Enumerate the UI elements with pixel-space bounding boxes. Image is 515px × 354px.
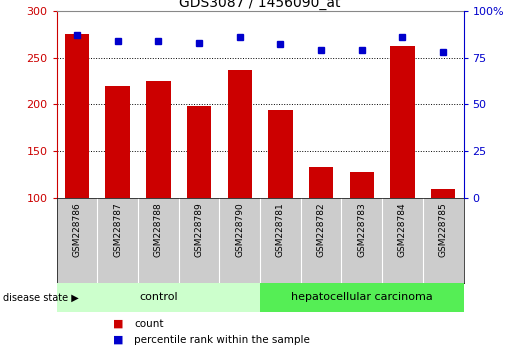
Bar <box>228 70 252 198</box>
Text: hepatocellular carcinoma: hepatocellular carcinoma <box>291 292 433 302</box>
Text: percentile rank within the sample: percentile rank within the sample <box>134 335 310 345</box>
Text: control: control <box>139 292 178 302</box>
Text: GSM228781: GSM228781 <box>276 202 285 257</box>
Text: ■: ■ <box>113 319 124 329</box>
Text: GSM228789: GSM228789 <box>195 202 203 257</box>
Text: count: count <box>134 319 163 329</box>
Text: GSM228787: GSM228787 <box>113 202 122 257</box>
Text: GSM228783: GSM228783 <box>357 202 366 257</box>
Bar <box>390 46 415 198</box>
Bar <box>309 167 333 198</box>
Title: GDS3087 / 1456090_at: GDS3087 / 1456090_at <box>179 0 341 10</box>
Bar <box>146 81 170 198</box>
Text: ■: ■ <box>113 335 124 345</box>
Bar <box>65 34 89 198</box>
Bar <box>260 283 464 312</box>
Bar <box>106 86 130 198</box>
Bar <box>431 189 455 198</box>
Text: GSM228784: GSM228784 <box>398 202 407 257</box>
Bar <box>187 106 211 198</box>
Bar <box>57 283 260 312</box>
Text: disease state ▶: disease state ▶ <box>3 292 78 302</box>
Text: GSM228786: GSM228786 <box>73 202 81 257</box>
Text: GSM228785: GSM228785 <box>439 202 448 257</box>
Text: GSM228788: GSM228788 <box>154 202 163 257</box>
Bar <box>350 172 374 198</box>
Bar <box>268 110 293 198</box>
Text: GSM228790: GSM228790 <box>235 202 244 257</box>
Text: GSM228782: GSM228782 <box>317 202 325 257</box>
